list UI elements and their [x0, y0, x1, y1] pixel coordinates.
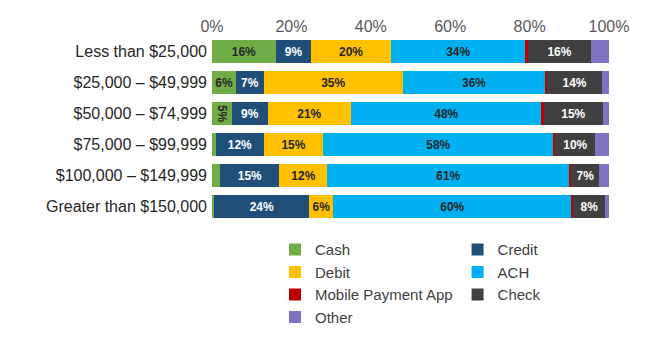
- svg-text:12%: 12%: [228, 138, 252, 152]
- svg-text:9%: 9%: [285, 45, 303, 59]
- svg-text:15%: 15%: [561, 107, 585, 121]
- svg-text:7%: 7%: [241, 76, 259, 90]
- svg-text:60%: 60%: [434, 18, 466, 35]
- svg-text:21%: 21%: [297, 107, 321, 121]
- svg-text:7%: 7%: [577, 169, 595, 183]
- svg-text:5%: 5%: [215, 105, 229, 123]
- svg-text:40%: 40%: [355, 18, 387, 35]
- svg-text:$100,000 – $149,999: $100,000 – $149,999: [56, 167, 207, 184]
- svg-text:Greater than $150,000: Greater than $150,000: [46, 198, 207, 215]
- svg-text:80%: 80%: [514, 18, 546, 35]
- svg-text:8%: 8%: [581, 200, 599, 214]
- svg-text:36%: 36%: [462, 76, 486, 90]
- svg-text:100%: 100%: [589, 18, 630, 35]
- svg-text:15%: 15%: [281, 138, 305, 152]
- svg-text:$50,000 – $74,999: $50,000 – $74,999: [74, 105, 208, 122]
- svg-text:34%: 34%: [446, 45, 470, 59]
- svg-text:$75,000 – $99,999: $75,000 – $99,999: [74, 136, 208, 153]
- svg-text:6%: 6%: [215, 76, 233, 90]
- svg-text:ACH: ACH: [498, 264, 530, 281]
- svg-text:Less than $25,000: Less than $25,000: [75, 43, 207, 60]
- svg-text:15%: 15%: [238, 169, 262, 183]
- svg-text:12%: 12%: [291, 169, 315, 183]
- svg-text:60%: 60%: [440, 200, 464, 214]
- svg-text:16%: 16%: [547, 45, 571, 59]
- svg-text:35%: 35%: [321, 76, 345, 90]
- svg-text:9%: 9%: [241, 107, 259, 121]
- svg-text:Check: Check: [498, 286, 541, 303]
- svg-text:14%: 14%: [563, 76, 587, 90]
- svg-text:Cash: Cash: [315, 241, 350, 258]
- svg-text:61%: 61%: [436, 169, 460, 183]
- svg-text:20%: 20%: [339, 45, 363, 59]
- svg-text:Mobile Payment App: Mobile Payment App: [315, 286, 453, 303]
- svg-text:48%: 48%: [434, 107, 458, 121]
- svg-text:16%: 16%: [232, 45, 256, 59]
- svg-text:$25,000 – $49,999: $25,000 – $49,999: [74, 74, 208, 91]
- svg-text:10%: 10%: [563, 138, 587, 152]
- svg-text:58%: 58%: [426, 138, 450, 152]
- svg-text:Credit: Credit: [498, 241, 539, 258]
- svg-text:24%: 24%: [250, 200, 274, 214]
- svg-text:6%: 6%: [313, 200, 331, 214]
- svg-text:Other: Other: [315, 309, 353, 326]
- svg-text:0%: 0%: [200, 18, 223, 35]
- svg-text:Debit: Debit: [315, 264, 351, 281]
- svg-text:20%: 20%: [275, 18, 307, 35]
